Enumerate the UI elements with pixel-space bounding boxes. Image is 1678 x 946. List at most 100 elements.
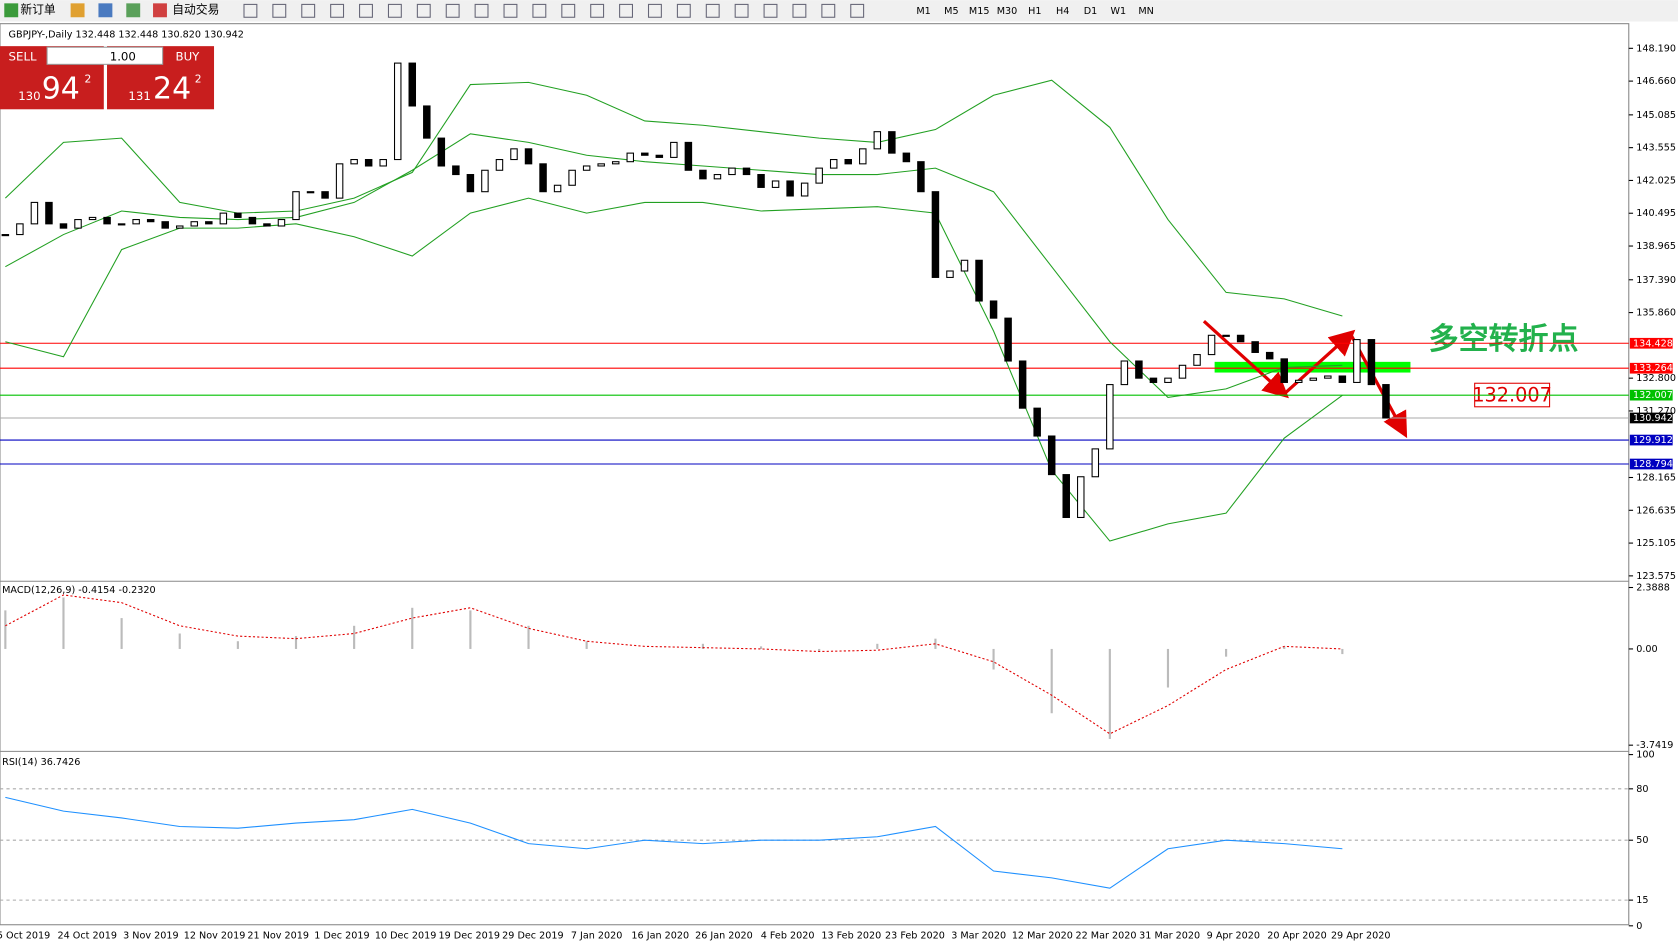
timeframe-button[interactable]: H1: [1028, 6, 1041, 17]
tool-button[interactable]: [850, 3, 865, 18]
y-tick-label: 0.00: [1636, 644, 1657, 655]
candle: [248, 216, 257, 225]
tool-button[interactable]: [359, 3, 373, 18]
sell-price-main: 94: [42, 72, 80, 107]
macd-bar: [411, 607, 414, 649]
timeframe-button[interactable]: W1: [1110, 6, 1126, 17]
buy-button[interactable]: BUY: [176, 49, 201, 63]
y-tick-label: 146.660: [1636, 76, 1676, 87]
candle: [495, 159, 504, 171]
timeframe-button[interactable]: M30: [997, 6, 1018, 17]
timeframe-button[interactable]: M1: [916, 6, 930, 17]
x-tick-label: 9 Apr 2020: [1207, 930, 1260, 941]
candle: [59, 223, 68, 229]
y-tick-label: 138.965: [1636, 241, 1676, 252]
tool-button[interactable]: [561, 3, 576, 18]
candle: [1033, 407, 1041, 437]
tool-button[interactable]: [821, 3, 836, 18]
candle: [117, 223, 126, 226]
candle: [1207, 334, 1216, 356]
tool-button[interactable]: [619, 3, 633, 18]
candle: [263, 223, 271, 227]
candle: [626, 152, 635, 163]
toolbar-icon[interactable]: [126, 3, 141, 18]
timeframe-button[interactable]: M15: [969, 6, 990, 17]
tool-button[interactable]: [676, 3, 691, 18]
y-tick-label: 148.190: [1636, 43, 1676, 54]
bollinger-band: [5, 197, 1343, 542]
x-tick-label: 12 Nov 2019: [184, 930, 246, 941]
arrow: [1283, 329, 1356, 396]
y-tick-label: 2.3888: [1636, 583, 1670, 594]
y-tick-label: 143.555: [1636, 143, 1676, 154]
tool-button[interactable]: [387, 3, 402, 18]
macd-bar: [1225, 648, 1228, 657]
tool-button[interactable]: [647, 3, 662, 18]
macd-bar: [62, 597, 65, 649]
candle: [568, 169, 576, 186]
macd-bar: [178, 633, 181, 649]
y-tick-label: 125.105: [1636, 538, 1676, 549]
lot-value[interactable]: 1.00: [110, 49, 136, 63]
candle: [859, 148, 867, 165]
tool-button[interactable]: [416, 3, 431, 18]
candle: [829, 159, 838, 169]
macd-bar: [527, 625, 530, 649]
macd-bar: [353, 625, 356, 649]
candle: [1222, 334, 1230, 337]
candle: [553, 184, 562, 193]
y-tick-label: 126.635: [1636, 505, 1676, 516]
timeframe-button[interactable]: D1: [1084, 6, 1098, 17]
sell-button[interactable]: SELL: [9, 49, 37, 63]
tool-button[interactable]: [243, 3, 258, 18]
level-label: 128.794: [1633, 459, 1673, 470]
tool-button[interactable]: [792, 3, 807, 18]
timeframe-button[interactable]: H4: [1056, 6, 1069, 17]
tool-button[interactable]: [590, 3, 605, 18]
candle: [16, 223, 24, 236]
candle: [466, 174, 475, 193]
macd-bar: [294, 636, 298, 649]
candle: [205, 221, 213, 225]
x-tick-label: 7 Jan 2020: [571, 930, 623, 941]
candle: [786, 180, 794, 197]
buy-price-prefix: 131: [128, 89, 150, 103]
candle: [844, 159, 852, 165]
signal-line: [5, 594, 1343, 735]
timeframe-button[interactable]: MN: [1138, 6, 1154, 17]
y-tick-label: 80: [1636, 784, 1648, 795]
y-tick-label: 142.025: [1636, 175, 1676, 186]
tool-button[interactable]: [445, 3, 460, 18]
y-tick-label: 135.860: [1636, 308, 1676, 319]
tool-button[interactable]: [763, 3, 778, 18]
x-tick-label: 5 Oct 2019: [0, 930, 50, 941]
toolbar-icon[interactable]: [98, 3, 113, 18]
lot-input[interactable]: [46, 46, 164, 65]
timeframe-button[interactable]: M5: [944, 6, 958, 17]
y-tick-label: 131.270: [1636, 406, 1676, 417]
new-order-button[interactable]: 新订单: [20, 2, 56, 16]
arrow: [1202, 319, 1289, 399]
tool-button[interactable]: [474, 3, 489, 18]
tool-button[interactable]: [532, 3, 547, 18]
auto-trade-icon[interactable]: [153, 3, 167, 18]
auto-trade-button[interactable]: 自动交易: [172, 2, 219, 16]
toolbar-icon[interactable]: [70, 3, 85, 18]
candle: [655, 154, 664, 158]
level-tag: [1629, 337, 1673, 349]
candle: [146, 219, 155, 223]
candle: [975, 259, 983, 302]
candle: [1106, 384, 1114, 450]
tool-button[interactable]: [503, 3, 518, 18]
tool-button[interactable]: [330, 3, 345, 18]
candle: [234, 212, 242, 218]
macd-bar: [759, 646, 763, 649]
tool-button[interactable]: [301, 3, 316, 18]
x-tick-label: 22 Mar 2020: [1075, 930, 1136, 941]
tool-button[interactable]: [705, 3, 720, 18]
new-order-icon[interactable]: [4, 3, 19, 18]
tool-button[interactable]: [272, 3, 287, 18]
tool-button[interactable]: [734, 3, 749, 18]
x-tick-label: 16 Jan 2020: [631, 930, 689, 941]
candle: [1382, 384, 1390, 419]
